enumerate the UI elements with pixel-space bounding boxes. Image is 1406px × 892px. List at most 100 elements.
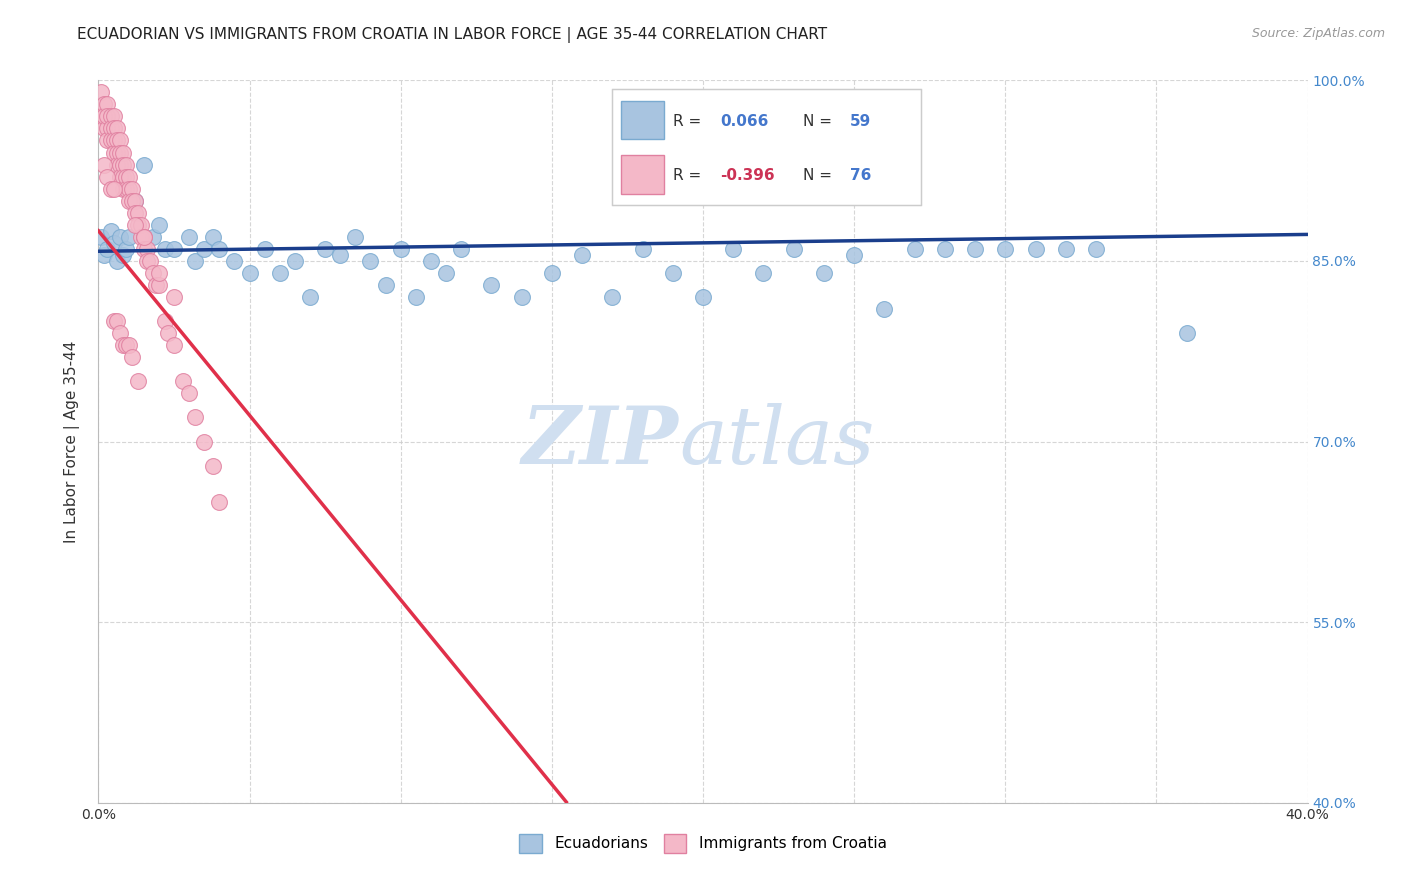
Point <box>121 350 143 364</box>
Point <box>148 218 170 232</box>
Point <box>239 266 262 280</box>
Point <box>184 410 207 425</box>
Point <box>145 277 167 292</box>
Text: 0.066: 0.066 <box>720 114 768 129</box>
Point <box>132 229 155 244</box>
Point <box>111 248 134 262</box>
Point <box>111 157 134 171</box>
Point <box>108 145 131 160</box>
Point <box>148 266 170 280</box>
Point <box>93 97 115 112</box>
Point <box>100 181 122 195</box>
Point <box>253 242 276 256</box>
Point <box>405 290 427 304</box>
Point <box>127 205 149 219</box>
Point <box>873 301 896 316</box>
Point <box>114 338 136 352</box>
Point <box>602 290 624 304</box>
Point <box>103 133 125 147</box>
Point <box>420 253 443 268</box>
Point <box>481 277 503 292</box>
Point <box>105 145 128 160</box>
Point <box>132 242 155 256</box>
Point <box>100 121 122 136</box>
Point <box>114 157 136 171</box>
Point <box>114 169 136 184</box>
Point <box>142 229 165 244</box>
Point <box>118 181 141 195</box>
Point <box>269 266 291 280</box>
Text: R =: R = <box>673 168 707 183</box>
Point <box>329 248 352 262</box>
Point <box>208 494 231 508</box>
Point <box>132 157 155 171</box>
Point <box>93 248 115 262</box>
Text: ECUADORIAN VS IMMIGRANTS FROM CROATIA IN LABOR FORCE | AGE 35-44 CORRELATION CHA: ECUADORIAN VS IMMIGRANTS FROM CROATIA IN… <box>77 27 828 43</box>
Point <box>118 194 141 208</box>
FancyBboxPatch shape <box>621 101 664 139</box>
Point <box>135 253 157 268</box>
Point <box>434 266 457 280</box>
Point <box>111 181 134 195</box>
Point <box>124 218 146 232</box>
Point <box>142 266 165 280</box>
Point <box>127 374 149 388</box>
Point <box>571 248 593 262</box>
Point <box>135 242 157 256</box>
Text: ZIP: ZIP <box>522 403 679 480</box>
Point <box>118 169 141 184</box>
Point <box>344 229 367 244</box>
Point <box>93 157 115 171</box>
Point <box>103 109 125 123</box>
Text: Source: ZipAtlas.com: Source: ZipAtlas.com <box>1251 27 1385 40</box>
Point <box>202 458 225 473</box>
Point <box>96 109 118 123</box>
Point <box>224 253 246 268</box>
Point <box>114 242 136 256</box>
Point <box>96 97 118 112</box>
Point <box>105 121 128 136</box>
Point <box>1085 242 1108 256</box>
Y-axis label: In Labor Force | Age 35-44: In Labor Force | Age 35-44 <box>63 341 80 542</box>
Point <box>163 290 186 304</box>
Point <box>129 218 152 232</box>
Point <box>105 133 128 147</box>
Point <box>108 326 131 340</box>
Point <box>124 194 146 208</box>
Point <box>153 242 176 256</box>
Point <box>783 242 806 256</box>
Point <box>111 338 134 352</box>
Legend: Ecuadorians, Immigrants from Croatia: Ecuadorians, Immigrants from Croatia <box>512 826 894 860</box>
Point <box>202 229 225 244</box>
Point <box>1054 242 1077 256</box>
Point <box>934 242 956 256</box>
Point <box>108 133 131 147</box>
Point <box>100 109 122 123</box>
Point <box>148 277 170 292</box>
Point <box>93 121 115 136</box>
Point <box>299 290 322 304</box>
Point <box>100 224 122 238</box>
Point <box>103 181 125 195</box>
Point <box>127 218 149 232</box>
Point <box>90 229 112 244</box>
Point <box>103 145 125 160</box>
Point <box>314 242 336 256</box>
Point <box>904 242 927 256</box>
Text: N =: N = <box>803 114 837 129</box>
Text: 76: 76 <box>849 168 872 183</box>
Point <box>129 229 152 244</box>
Text: -0.396: -0.396 <box>720 168 775 183</box>
Point <box>124 194 146 208</box>
Point <box>193 434 215 449</box>
Point <box>208 242 231 256</box>
Point <box>193 242 215 256</box>
Point <box>90 109 112 123</box>
Point <box>540 266 562 280</box>
Point <box>118 338 141 352</box>
Point <box>1175 326 1198 340</box>
Point <box>121 194 143 208</box>
Point <box>156 326 179 340</box>
Point <box>103 314 125 328</box>
Point <box>813 266 835 280</box>
